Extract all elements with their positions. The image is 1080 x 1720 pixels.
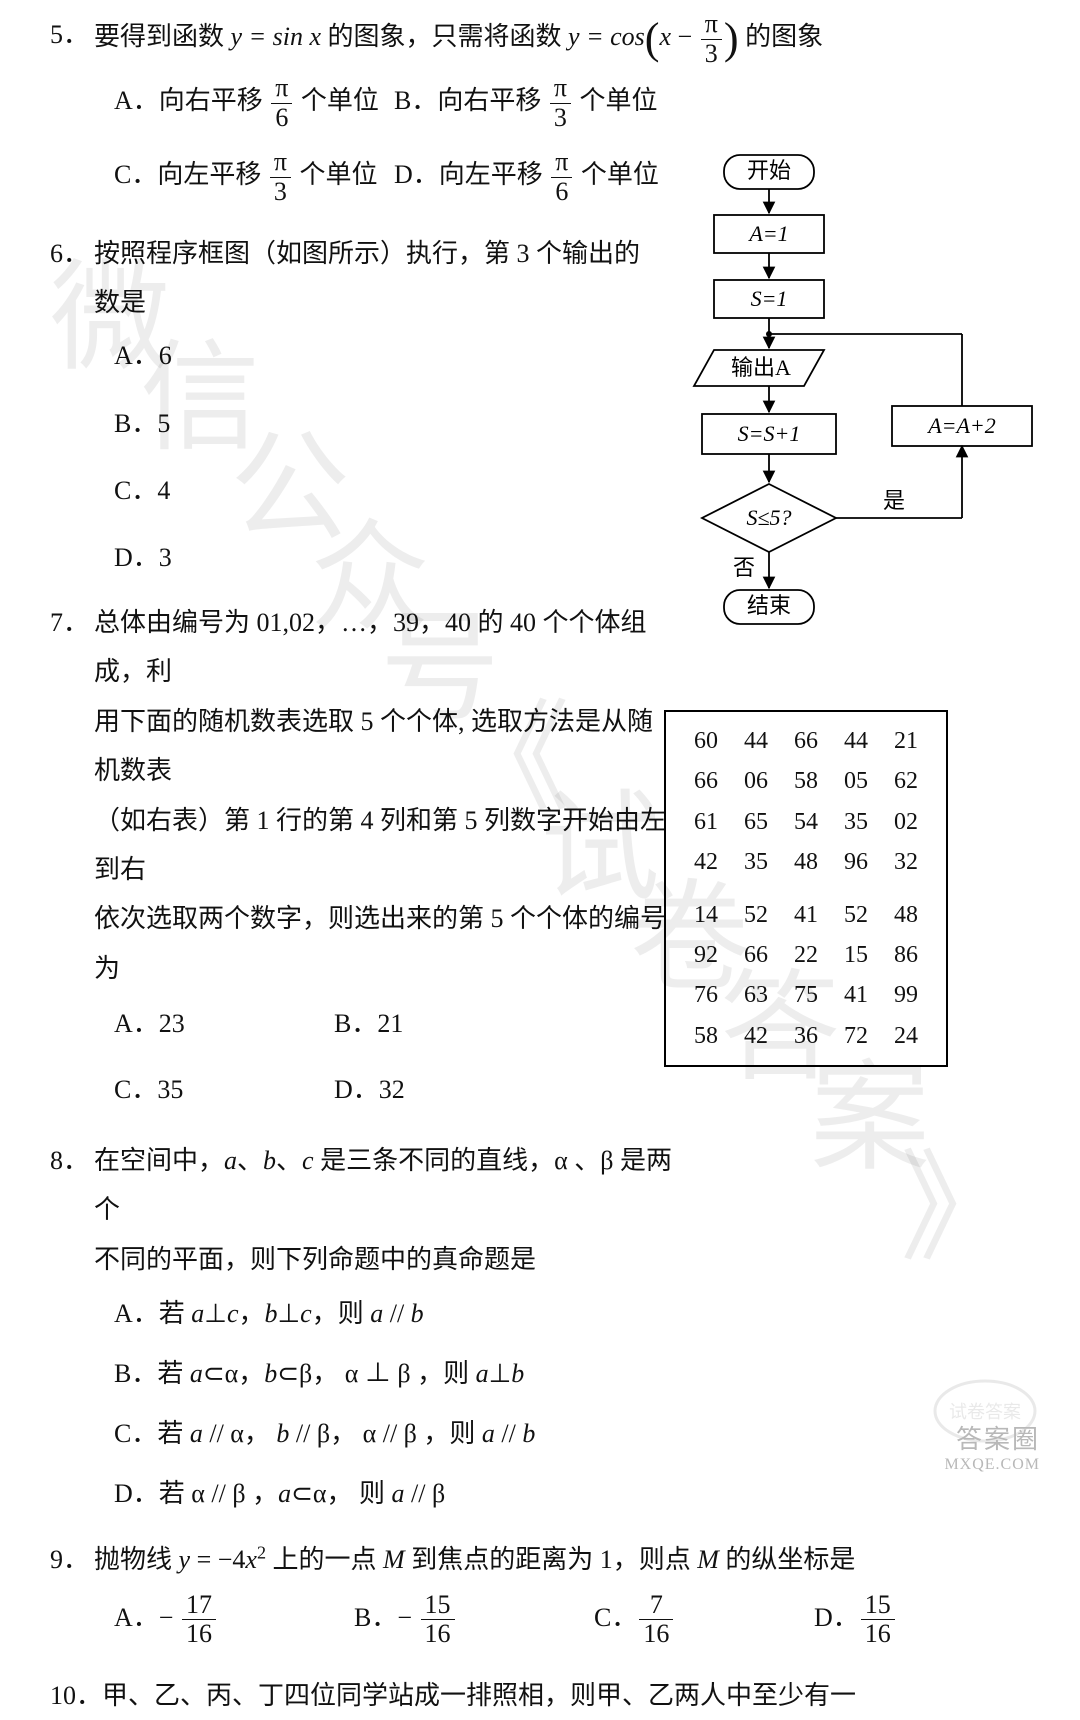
q10-number: 10． xyxy=(50,1671,102,1720)
q5-option-b[interactable]: B．向右平移 π3 个单位 xyxy=(394,74,664,132)
rand-cell: 44 xyxy=(732,722,780,760)
flow-yes-label: 是 xyxy=(883,488,905,513)
rand-cell: 65 xyxy=(732,803,780,841)
question-9: 9． 抛物线 y = −4x2 上的一点 M 到焦点的距离为 1，则点 M 的纵… xyxy=(50,1535,1040,1659)
rand-cell: 86 xyxy=(882,936,930,974)
q9-option-b[interactable]: B．− 1516 xyxy=(354,1591,584,1649)
q6-option-d[interactable]: D．3 xyxy=(114,529,640,586)
rand-cell: 66 xyxy=(782,722,830,760)
q5-option-c[interactable]: C．向左平移 π3 个单位 xyxy=(114,148,384,206)
q7-number: 7． xyxy=(50,598,94,993)
rand-cell: 14 xyxy=(682,896,730,934)
rand-cell: 54 xyxy=(782,803,830,841)
q8-option-b[interactable]: B．若 a⊂α，b⊂β， α ⊥ β ，则 a⊥b xyxy=(114,1344,690,1404)
flow-ssplus1: S=S+1 xyxy=(738,421,801,446)
q9-option-a[interactable]: A．− 1716 xyxy=(114,1591,344,1649)
rand-cell: 92 xyxy=(682,936,730,974)
flow-output-a: 输出A xyxy=(731,355,791,380)
q6-number: 6． xyxy=(50,229,94,328)
rand-cell: 52 xyxy=(732,896,780,934)
rand-cell: 42 xyxy=(732,1017,780,1055)
rand-cell: 58 xyxy=(682,1017,730,1055)
rand-cell: 61 xyxy=(682,803,730,841)
question-6: 6． 按照程序框图（如图所示）执行，第 3 个输出的数是 A．6 B．5 C．4… xyxy=(50,229,650,587)
flow-end: 结束 xyxy=(747,593,791,618)
q6-stem: 按照程序框图（如图所示）执行，第 3 个输出的数是 xyxy=(94,229,650,328)
question-10: 10． 甲、乙、丙、丁四位同学站成一排照相，则甲、乙两人中至少有一 xyxy=(50,1671,1040,1720)
q8-option-d[interactable]: D．若 α // β ，a⊂α， 则 a // β xyxy=(114,1464,690,1524)
rand-cell: 66 xyxy=(732,936,780,974)
q7-stem: 总体由编号为 01,02，…，39，40 的 40 个个体组成，利 用下面的随机… xyxy=(94,598,670,993)
rand-cell: 96 xyxy=(832,843,880,881)
q6-option-c[interactable]: C．4 xyxy=(114,462,640,519)
q7-option-a[interactable]: A．23 xyxy=(114,999,324,1048)
q5-option-d[interactable]: D．向左平移 π6 个单位 xyxy=(394,148,664,206)
rand-cell: 52 xyxy=(832,896,880,934)
rand-cell: 35 xyxy=(732,843,780,881)
rand-cell: 75 xyxy=(782,976,830,1014)
rand-cell: 24 xyxy=(882,1017,930,1055)
rand-cell: 48 xyxy=(882,896,930,934)
q7-option-d[interactable]: D．32 xyxy=(334,1065,604,1114)
rand-cell: 05 xyxy=(832,762,880,800)
rand-cell: 15 xyxy=(832,936,880,974)
rand-cell: 32 xyxy=(882,843,930,881)
q5-stem: 要得到函数 y = sin x 的图象，只需将函数 y = cos(x − π3… xyxy=(94,10,823,68)
rand-cell: 62 xyxy=(882,762,930,800)
q9-number: 9． xyxy=(50,1535,94,1584)
rand-cell: 72 xyxy=(832,1017,880,1055)
q8-number: 8． xyxy=(50,1136,94,1284)
flow-cond: S≤5? xyxy=(746,505,791,530)
rand-cell: 22 xyxy=(782,936,830,974)
q9-option-c[interactable]: C．716 xyxy=(594,1591,804,1649)
q6-option-b[interactable]: B．5 xyxy=(114,395,640,452)
rand-cell: 41 xyxy=(832,976,880,1014)
q6-option-a[interactable]: A．6 xyxy=(114,327,640,384)
rand-cell: 58 xyxy=(782,762,830,800)
flow-s1: S=1 xyxy=(751,286,788,311)
watermark-char: 》 xyxy=(900,1110,1020,1284)
q8-stem: 在空间中，a、b、c 是三条不同的直线，α 、β 是两个 不同的平面，则下列命题… xyxy=(94,1136,690,1284)
rand-cell: 66 xyxy=(682,762,730,800)
question-8: 8． 在空间中，a、b、c 是三条不同的直线，α 、β 是两个 不同的平面，则下… xyxy=(50,1136,690,1523)
q8-option-a[interactable]: A．若 a⊥c，b⊥c，则 a // b xyxy=(114,1284,690,1344)
rand-cell: 42 xyxy=(682,843,730,881)
flow-aaplus2: A=A+2 xyxy=(926,413,996,438)
random-number-table: 6044664421660658056261655435024235489632… xyxy=(664,710,948,1067)
rand-cell: 06 xyxy=(732,762,780,800)
footer-watermark: 答案圈 MXQE.COM xyxy=(944,1419,1040,1474)
rand-cell: 35 xyxy=(832,803,880,841)
flow-a1: A=1 xyxy=(747,221,788,246)
question-7: 7． 总体由编号为 01,02，…，39，40 的 40 个个体组成，利 用下面… xyxy=(50,598,670,1124)
rand-cell: 44 xyxy=(832,722,880,760)
rand-cell: 76 xyxy=(682,976,730,1014)
q9-option-d[interactable]: D．1516 xyxy=(814,1591,994,1649)
flowchart-diagram: 开始 A=1 S=1 输出A S=S+1 A=A+2 S≤5? 是 否 结束 xyxy=(664,150,1044,680)
rand-cell: 48 xyxy=(782,843,830,881)
rand-cell: 36 xyxy=(782,1017,830,1055)
rand-cell: 21 xyxy=(882,722,930,760)
q9-stem: 抛物线 y = −4x2 上的一点 M 到焦点的距离为 1，则点 M 的纵坐标是 xyxy=(94,1535,855,1584)
rand-cell: 60 xyxy=(682,722,730,760)
rand-cell: 63 xyxy=(732,976,780,1014)
q5-number: 5． xyxy=(50,10,94,68)
q7-option-b[interactable]: B．21 xyxy=(334,999,604,1048)
rand-cell: 99 xyxy=(882,976,930,1014)
q7-option-c[interactable]: C．35 xyxy=(114,1065,324,1114)
q5-option-a[interactable]: A．向右平移 π6 个单位 xyxy=(114,74,384,132)
rand-cell: 02 xyxy=(882,803,930,841)
rand-cell: 41 xyxy=(782,896,830,934)
q8-option-c[interactable]: C．若 a // α， b // β， α // β ，则 a // b xyxy=(114,1404,690,1464)
q10-stem: 甲、乙、丙、丁四位同学站成一排照相，则甲、乙两人中至少有一 xyxy=(102,1671,856,1720)
flow-no-label: 否 xyxy=(733,555,755,580)
flow-start: 开始 xyxy=(747,158,791,183)
